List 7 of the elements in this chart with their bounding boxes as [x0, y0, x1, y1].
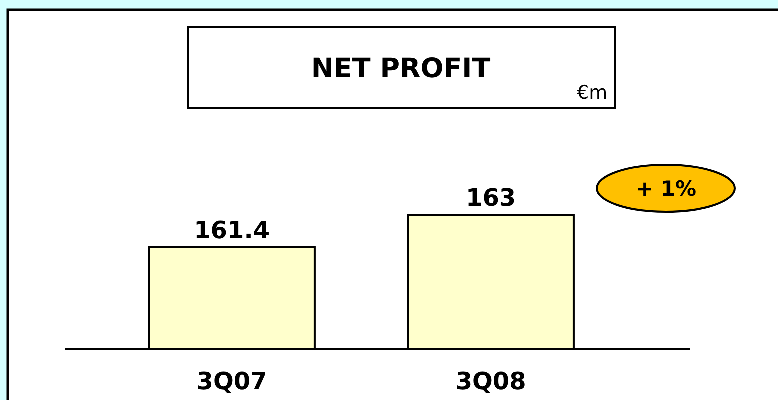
- x-tick-label: 3Q07: [196, 367, 268, 396]
- data-label: 161.4: [194, 216, 270, 244]
- annotation: + 1%: [636, 177, 697, 201]
- annotation: €m: [577, 82, 608, 104]
- x-tick-label: 3Q08: [456, 367, 526, 396]
- text: NET PROFIT: [311, 53, 492, 84]
- data-label: 163: [466, 184, 516, 212]
